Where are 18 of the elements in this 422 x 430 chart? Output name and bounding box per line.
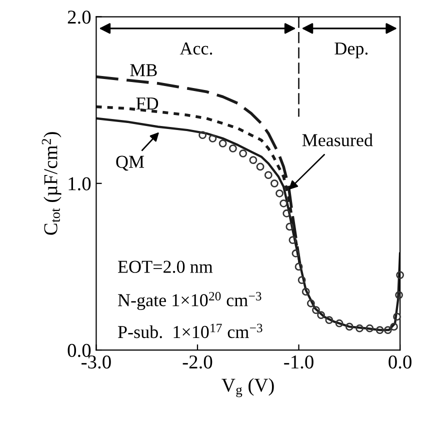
annotation: Measured (302, 134, 373, 146)
annotation: Acc. (180, 42, 212, 55)
annotation: MB (130, 64, 157, 76)
y-tick-label: 0.0 (68, 344, 91, 358)
x-axis-title: V$_{g}$ (V) (222, 378, 274, 398)
annotation: Dep. (334, 42, 368, 58)
annotation: N-gate 1×10$^{20}$ cm$^{−3}$ (118, 292, 262, 310)
y-tick-label: 2.0 (68, 10, 91, 24)
annotation: FD (136, 98, 158, 110)
annotation: EOT=2.0 nm (118, 260, 213, 273)
y-tick-label: 1.0 (68, 177, 91, 190)
x-tick-label: 0.0 (388, 355, 412, 369)
y-axis-title: C$_{tot}$ (µF/cm$^{2}$) (42, 132, 62, 235)
annotation: QM (116, 156, 144, 171)
annotation: P-sub. 1×10$^{17}$ cm$^{−3}$ (118, 324, 262, 338)
x-tick-label: -1.0 (284, 355, 314, 369)
x-tick-label: -2.0 (182, 355, 212, 369)
x-tick-label: -3.0 (82, 355, 111, 369)
